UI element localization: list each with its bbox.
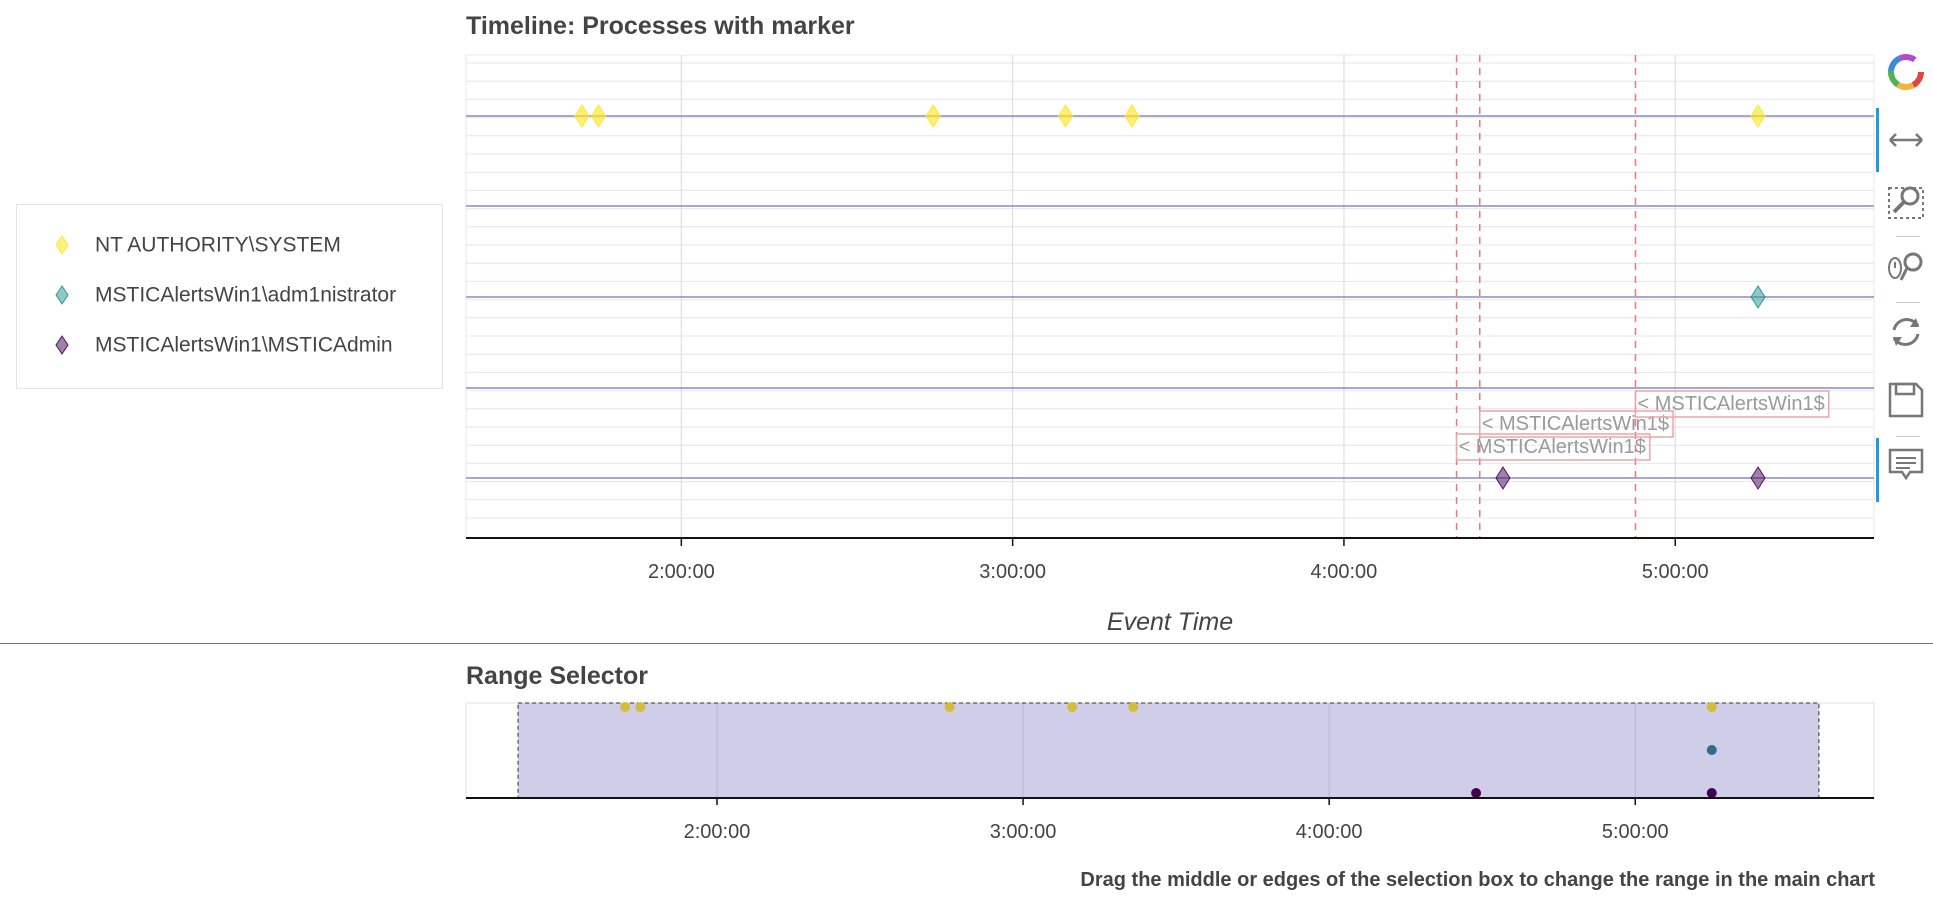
reset-icon[interactable] bbox=[1886, 312, 1926, 352]
data-point bbox=[1750, 104, 1766, 128]
x-axis-title: Event Time bbox=[1107, 608, 1233, 636]
plot-area bbox=[465, 702, 1875, 799]
save-icon[interactable] bbox=[1886, 380, 1926, 420]
wheel-zoom-icon[interactable] bbox=[1886, 246, 1926, 286]
x-tick-label: 5:00:00 bbox=[1602, 821, 1669, 843]
marker-label-box bbox=[1455, 433, 1651, 461]
range-selector-chart[interactable]: 2:00:00 3:00:00 4:00:00 5:00:00 bbox=[0, 640, 1933, 860]
x-tick-label: 2:00:00 bbox=[684, 821, 751, 843]
toolbar-divider bbox=[1896, 302, 1920, 303]
x-tick-label: 3:00:00 bbox=[979, 561, 1046, 583]
data-point bbox=[1471, 788, 1482, 798]
box-zoom-icon[interactable] bbox=[1886, 180, 1926, 220]
data-point bbox=[620, 702, 631, 712]
legend-swatch bbox=[55, 235, 69, 256]
hover-icon[interactable] bbox=[1886, 446, 1926, 486]
data-point bbox=[925, 104, 941, 128]
legend-item: MSTICAlertsWin1\MSTICAdmin bbox=[47, 333, 393, 357]
data-point bbox=[1495, 466, 1511, 490]
x-tick-label: 4:00:00 bbox=[1311, 561, 1378, 583]
marker-label: < MSTICAlertsWin1$ bbox=[1459, 436, 1646, 458]
active-tool-indicator bbox=[1876, 108, 1879, 172]
data-point bbox=[944, 702, 955, 712]
bokeh-logo-icon[interactable] bbox=[1886, 52, 1926, 92]
toolbar-divider bbox=[1896, 436, 1920, 437]
legend-swatch bbox=[55, 335, 69, 356]
range-selection-box bbox=[517, 702, 1820, 799]
toolbar-divider bbox=[1896, 236, 1920, 237]
main-chart: < MSTICAlertsWin1$< MSTICAlertsWin1$< MS… bbox=[465, 54, 1875, 636]
main-chart-title: Timeline: Processes with marker bbox=[466, 12, 855, 40]
active-tool-indicator bbox=[1876, 438, 1879, 502]
section-divider bbox=[0, 643, 1933, 644]
marker-label-box bbox=[1634, 390, 1830, 418]
range-selector-help-text: Drag the middle or edges of the selectio… bbox=[1080, 869, 1875, 891]
data-point bbox=[1058, 104, 1074, 128]
data-point bbox=[590, 104, 607, 128]
data-point bbox=[1750, 285, 1766, 309]
data-point bbox=[1067, 702, 1078, 712]
data-point bbox=[1706, 788, 1717, 798]
legend-item: MSTICAlertsWin1\adm1nistrator bbox=[47, 283, 396, 307]
chart-toolbar bbox=[1876, 48, 1933, 502]
legend-label: MSTICAlertsWin1\MSTICAdmin bbox=[95, 333, 393, 357]
data-point bbox=[574, 104, 590, 128]
x-tick-label: 3:00:00 bbox=[990, 821, 1057, 843]
x-tick-label: 5:00:00 bbox=[1642, 561, 1709, 583]
legend-label: MSTICAlertsWin1\adm1nistrator bbox=[95, 283, 397, 307]
x-tick-label: 4:00:00 bbox=[1296, 821, 1363, 843]
pan-x-icon[interactable] bbox=[1886, 120, 1926, 160]
data-point bbox=[1706, 745, 1717, 755]
data-point bbox=[1128, 702, 1139, 712]
chart-legend: NT AUTHORITY\SYSTEM MSTICAlertsWin1\adm1… bbox=[16, 204, 443, 389]
marker-label-box bbox=[1479, 410, 1674, 438]
legend-item: NT AUTHORITY\SYSTEM bbox=[47, 233, 341, 257]
x-tick-label: 2:00:00 bbox=[648, 561, 715, 583]
data-point bbox=[1124, 104, 1140, 128]
data-point bbox=[1706, 702, 1717, 712]
marker-label: < MSTICAlertsWin1$ bbox=[1482, 413, 1669, 435]
marker-label: < MSTICAlertsWin1$ bbox=[1637, 393, 1824, 415]
legend-label: NT AUTHORITY\SYSTEM bbox=[95, 233, 341, 257]
range-selector-title: Range Selector bbox=[466, 662, 649, 690]
legend-swatch bbox=[55, 285, 69, 306]
data-point bbox=[1750, 466, 1766, 490]
data-point bbox=[635, 702, 646, 712]
